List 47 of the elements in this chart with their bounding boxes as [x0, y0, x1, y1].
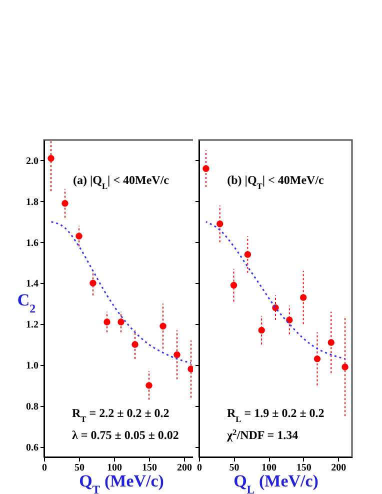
y-tick-label: 0.8: [26, 401, 38, 412]
y-tick-label: 2.0: [26, 156, 38, 167]
y-tick-label: 1.8: [26, 196, 38, 208]
x-tick-label: 200: [331, 462, 346, 474]
point: [48, 155, 54, 162]
x-tick-label: 100: [107, 462, 122, 474]
annotation: λ = 0.75 ± 0.05 ± 0.02: [72, 428, 179, 442]
annotation: R$_{L}$ = 1.9 ± 0.2 ± 0.2: [227, 406, 324, 424]
point: [118, 318, 124, 326]
x-tick-label: 150: [296, 462, 312, 474]
y-tick-label: 1.0: [26, 360, 38, 372]
x-axis-title: Q$_{L}$ (MeV/c): [234, 472, 318, 494]
point: [300, 294, 307, 301]
point: [132, 341, 138, 348]
point: [216, 220, 224, 228]
y-tick-label: 1.4: [26, 278, 38, 290]
point: [244, 251, 252, 258]
point: [342, 364, 348, 370]
x-tick-label: 50: [74, 462, 84, 474]
x-tick-label: 0: [197, 462, 202, 474]
y-tick-label: 1.2: [26, 320, 38, 331]
line-series: [50, 221, 192, 364]
annotation: (a) |Q$_{L}$| < 40MeV/c: [72, 173, 170, 190]
annotation: R$_{T}$ = 2.2 ± 0.2 ± 0.2: [72, 406, 170, 424]
point: [258, 326, 265, 334]
x-tick-label: 100: [262, 462, 277, 474]
point: [104, 318, 110, 326]
y-tick-label: 0.6: [26, 442, 38, 454]
point: [90, 280, 96, 287]
point: [230, 282, 238, 289]
point: [160, 322, 166, 330]
x-tick-label: 50: [229, 462, 240, 474]
y-axis-title: C$_{2}$: [17, 290, 36, 316]
point: [314, 355, 321, 362]
point: [328, 339, 334, 346]
x-axis-title: Q$_{T}$ (MeV/c): [79, 472, 164, 494]
x-tick-label: 0: [42, 462, 47, 474]
point: [202, 165, 210, 172]
annotation: χ$^{2}$/NDF = 1.34: [226, 428, 298, 442]
y-tick-label: 1.6: [26, 238, 38, 249]
x-tick-label: 200: [177, 462, 192, 474]
annotation: (b) |Q$_{T}$| < 40MeV/c: [227, 173, 325, 190]
point: [76, 232, 82, 240]
point: [146, 382, 152, 389]
point: [62, 200, 68, 207]
x-tick-label: 150: [142, 462, 157, 474]
point: [174, 351, 180, 358]
